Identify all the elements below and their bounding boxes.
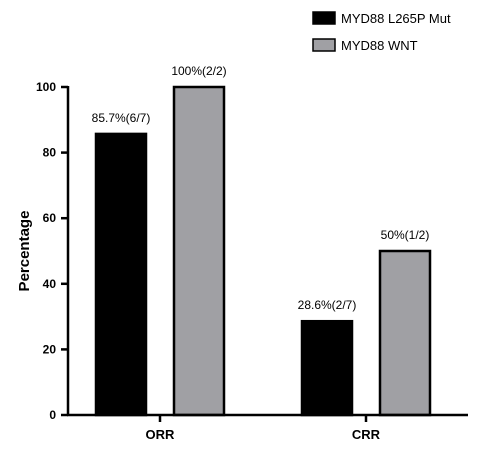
y-tick-label: 20: [43, 342, 57, 356]
y-tick-label: 40: [43, 277, 57, 291]
legend-label-mut: MYD88 L265P Mut: [341, 11, 451, 26]
axes: 0 20 40 60 80 100 ORR CRR: [36, 80, 468, 442]
y-tick-label: 60: [43, 211, 57, 225]
data-label-crr-mut: 28.6%(2/7): [298, 298, 357, 312]
legend-swatch-wnt: [312, 38, 336, 52]
data-label-orr-wnt: 100%(2/2): [171, 64, 226, 78]
bars: [94, 85, 432, 417]
data-labels: 85.7%(6/7) 100%(2/2) 28.6%(2/7) 50%(1/2): [92, 64, 430, 312]
data-label-crr-wnt: 50%(1/2): [381, 228, 430, 242]
y-tick-label: 80: [43, 146, 57, 160]
x-tick-label-orr: ORR: [146, 427, 176, 442]
y-tick-label: 100: [36, 80, 56, 94]
bar-orr-mut: [94, 132, 148, 417]
bar-orr-wnt: [172, 85, 226, 417]
legend-swatch-mut: [312, 11, 336, 25]
legend: MYD88 L265P Mut MYD88 WNT: [312, 11, 451, 53]
y-tick-label: 0: [49, 408, 56, 422]
legend-label-wnt: MYD88 WNT: [341, 38, 418, 53]
y-axis-title: Percentage: [16, 211, 33, 292]
x-tick-label-crr: CRR: [352, 427, 381, 442]
data-label-orr-mut: 85.7%(6/7): [92, 111, 151, 125]
bar-crr-mut: [300, 319, 354, 417]
bar-crr-wnt: [378, 249, 432, 417]
